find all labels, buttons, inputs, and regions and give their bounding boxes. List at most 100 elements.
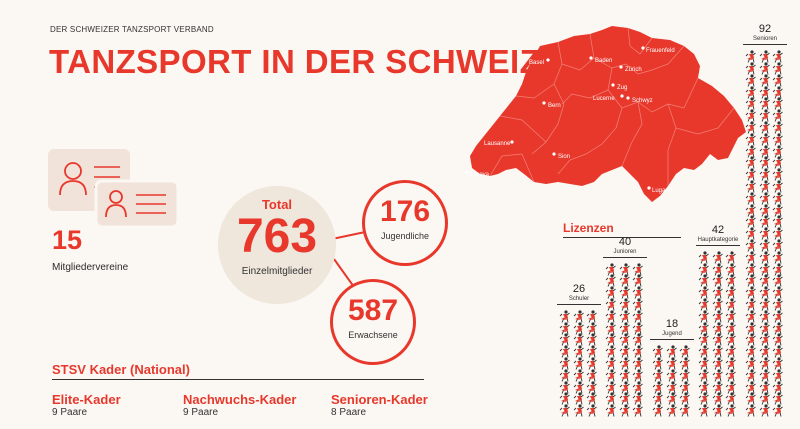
dancer-pictogram [759,180,770,193]
dancer-pictogram [745,62,756,75]
dancer-pictogram [745,121,756,134]
dancer-pictogram [652,357,663,370]
dancer-pictogram [725,392,736,406]
dancer-pictogram [745,274,756,288]
dancer-pictogram [745,286,756,299]
dancer-pictogram [745,144,756,158]
dancer-pictogram [632,404,643,417]
dancer-pictogram [725,333,736,347]
dancer-pictogram [759,227,770,240]
dancer-pictogram [745,262,756,276]
lizenz-category: Schuler [568,295,590,302]
dancer-pictogram [619,298,630,311]
dancer-pictogram [698,369,709,382]
dancer-pictogram [666,380,677,394]
dancer-pictogram [725,369,736,382]
dancer-pictogram [759,192,770,205]
total-members-circle: Total 763 Einzelmitglieder [218,186,336,304]
dancer-pictogram [605,321,616,335]
youth-members-circle: 176 Jugendliche [362,180,448,266]
dancer-pictogram [698,298,709,311]
dancer-pictogram [605,380,616,394]
city-dot [542,101,546,105]
lizenz-group-label: 26 Schuler [557,282,601,305]
dancer-pictogram [619,392,630,406]
dancer-pictogram [586,380,597,394]
dancer-pictogram [666,369,677,382]
dancer-pictogram [573,357,584,370]
lizenz-rule [603,256,647,258]
organization-name: DER SCHWEIZER TANZSPORT VERBAND [50,25,214,34]
dancer-pictogram [632,357,643,370]
dancer-pictogram [759,262,770,276]
dancer-pictogram [745,85,756,99]
kader-item-elite: Elite-Kader 9 Paare [52,392,121,418]
dancer-pictogram [586,357,597,370]
dancer-pictogram [745,251,756,264]
clubs-label: Mitgliedervereine [52,262,129,273]
dancer-pictogram [712,357,723,370]
dancer-pictogram [605,404,616,417]
dancer-pictogram [772,251,783,264]
membership-cards-icon [48,149,180,229]
city-label: Zürich [625,67,642,73]
lizenz-value: 26 [572,282,586,295]
dancer-pictogram [698,310,709,323]
dancer-pictogram [712,321,723,335]
dancer-pictogram [772,298,783,311]
dancer-pictogram [759,97,770,111]
dancer-pictogram [725,380,736,394]
kader-value: 9 Paare [52,407,88,418]
dancer-pictogram [745,109,756,122]
dancer-pictogram [759,50,770,63]
dancer-pictogram [772,97,783,111]
city-dot [626,96,630,100]
dancer-pictogram [745,333,756,347]
dancer-pictogram [772,109,783,122]
city-dot [546,58,550,62]
dancer-pictogram [725,310,736,323]
dancer-pictogram [712,251,723,264]
dancer-pictogram [619,321,630,335]
city-label: Bern [548,103,561,109]
kader-value: 8 Paare [331,407,367,418]
dancer-pictogram [619,274,630,288]
map-shape [470,26,746,202]
dancer-pictogram [632,392,643,406]
dancer-pictogram [698,392,709,406]
dancer-pictogram [772,380,783,394]
city-label: Lucerne [593,96,615,102]
dancer-pictogram [725,404,736,417]
lizenz-group-label: 42 Hauptkategorie [696,224,740,246]
dancer-pictogram [573,392,584,406]
dancer-pictogram [605,262,616,276]
dancer-pictogram [759,369,770,382]
dancer-pictogram [772,203,783,217]
dancer-pictogram [698,357,709,370]
dancer-pictogram [759,310,770,323]
dancer-pictogram [712,333,723,347]
lizenzen-divider [563,237,681,238]
dancer-pictogram [759,74,770,87]
dancer-pictogram [745,168,756,181]
total-sublabel: Einzelmitglieder [241,266,313,277]
dancer-pictogram [698,262,709,276]
dancer-pictogram [679,380,690,394]
lizenz-category: Hauptkategorie [697,236,739,243]
dancer-pictogram [772,274,783,288]
dancer-pictogram [632,310,643,323]
dancer-pictogram [772,192,783,205]
page-title: TANZSPORT IN DER SCHWEIZ [49,43,541,80]
dancer-pictogram [725,298,736,311]
dancer-pictogram [698,286,709,299]
dancer-pictogram [745,404,756,417]
dancer-pictogram [759,156,770,170]
dancer-pictogram [559,392,570,406]
dancer-pictogram [712,274,723,288]
lizenz-rule [557,303,601,305]
dancer-pictogram [605,345,616,358]
dancer-pictogram [772,345,783,358]
dancer-pictogram [772,357,783,370]
dancer-pictogram [759,321,770,335]
dancer-pictogram [632,298,643,311]
